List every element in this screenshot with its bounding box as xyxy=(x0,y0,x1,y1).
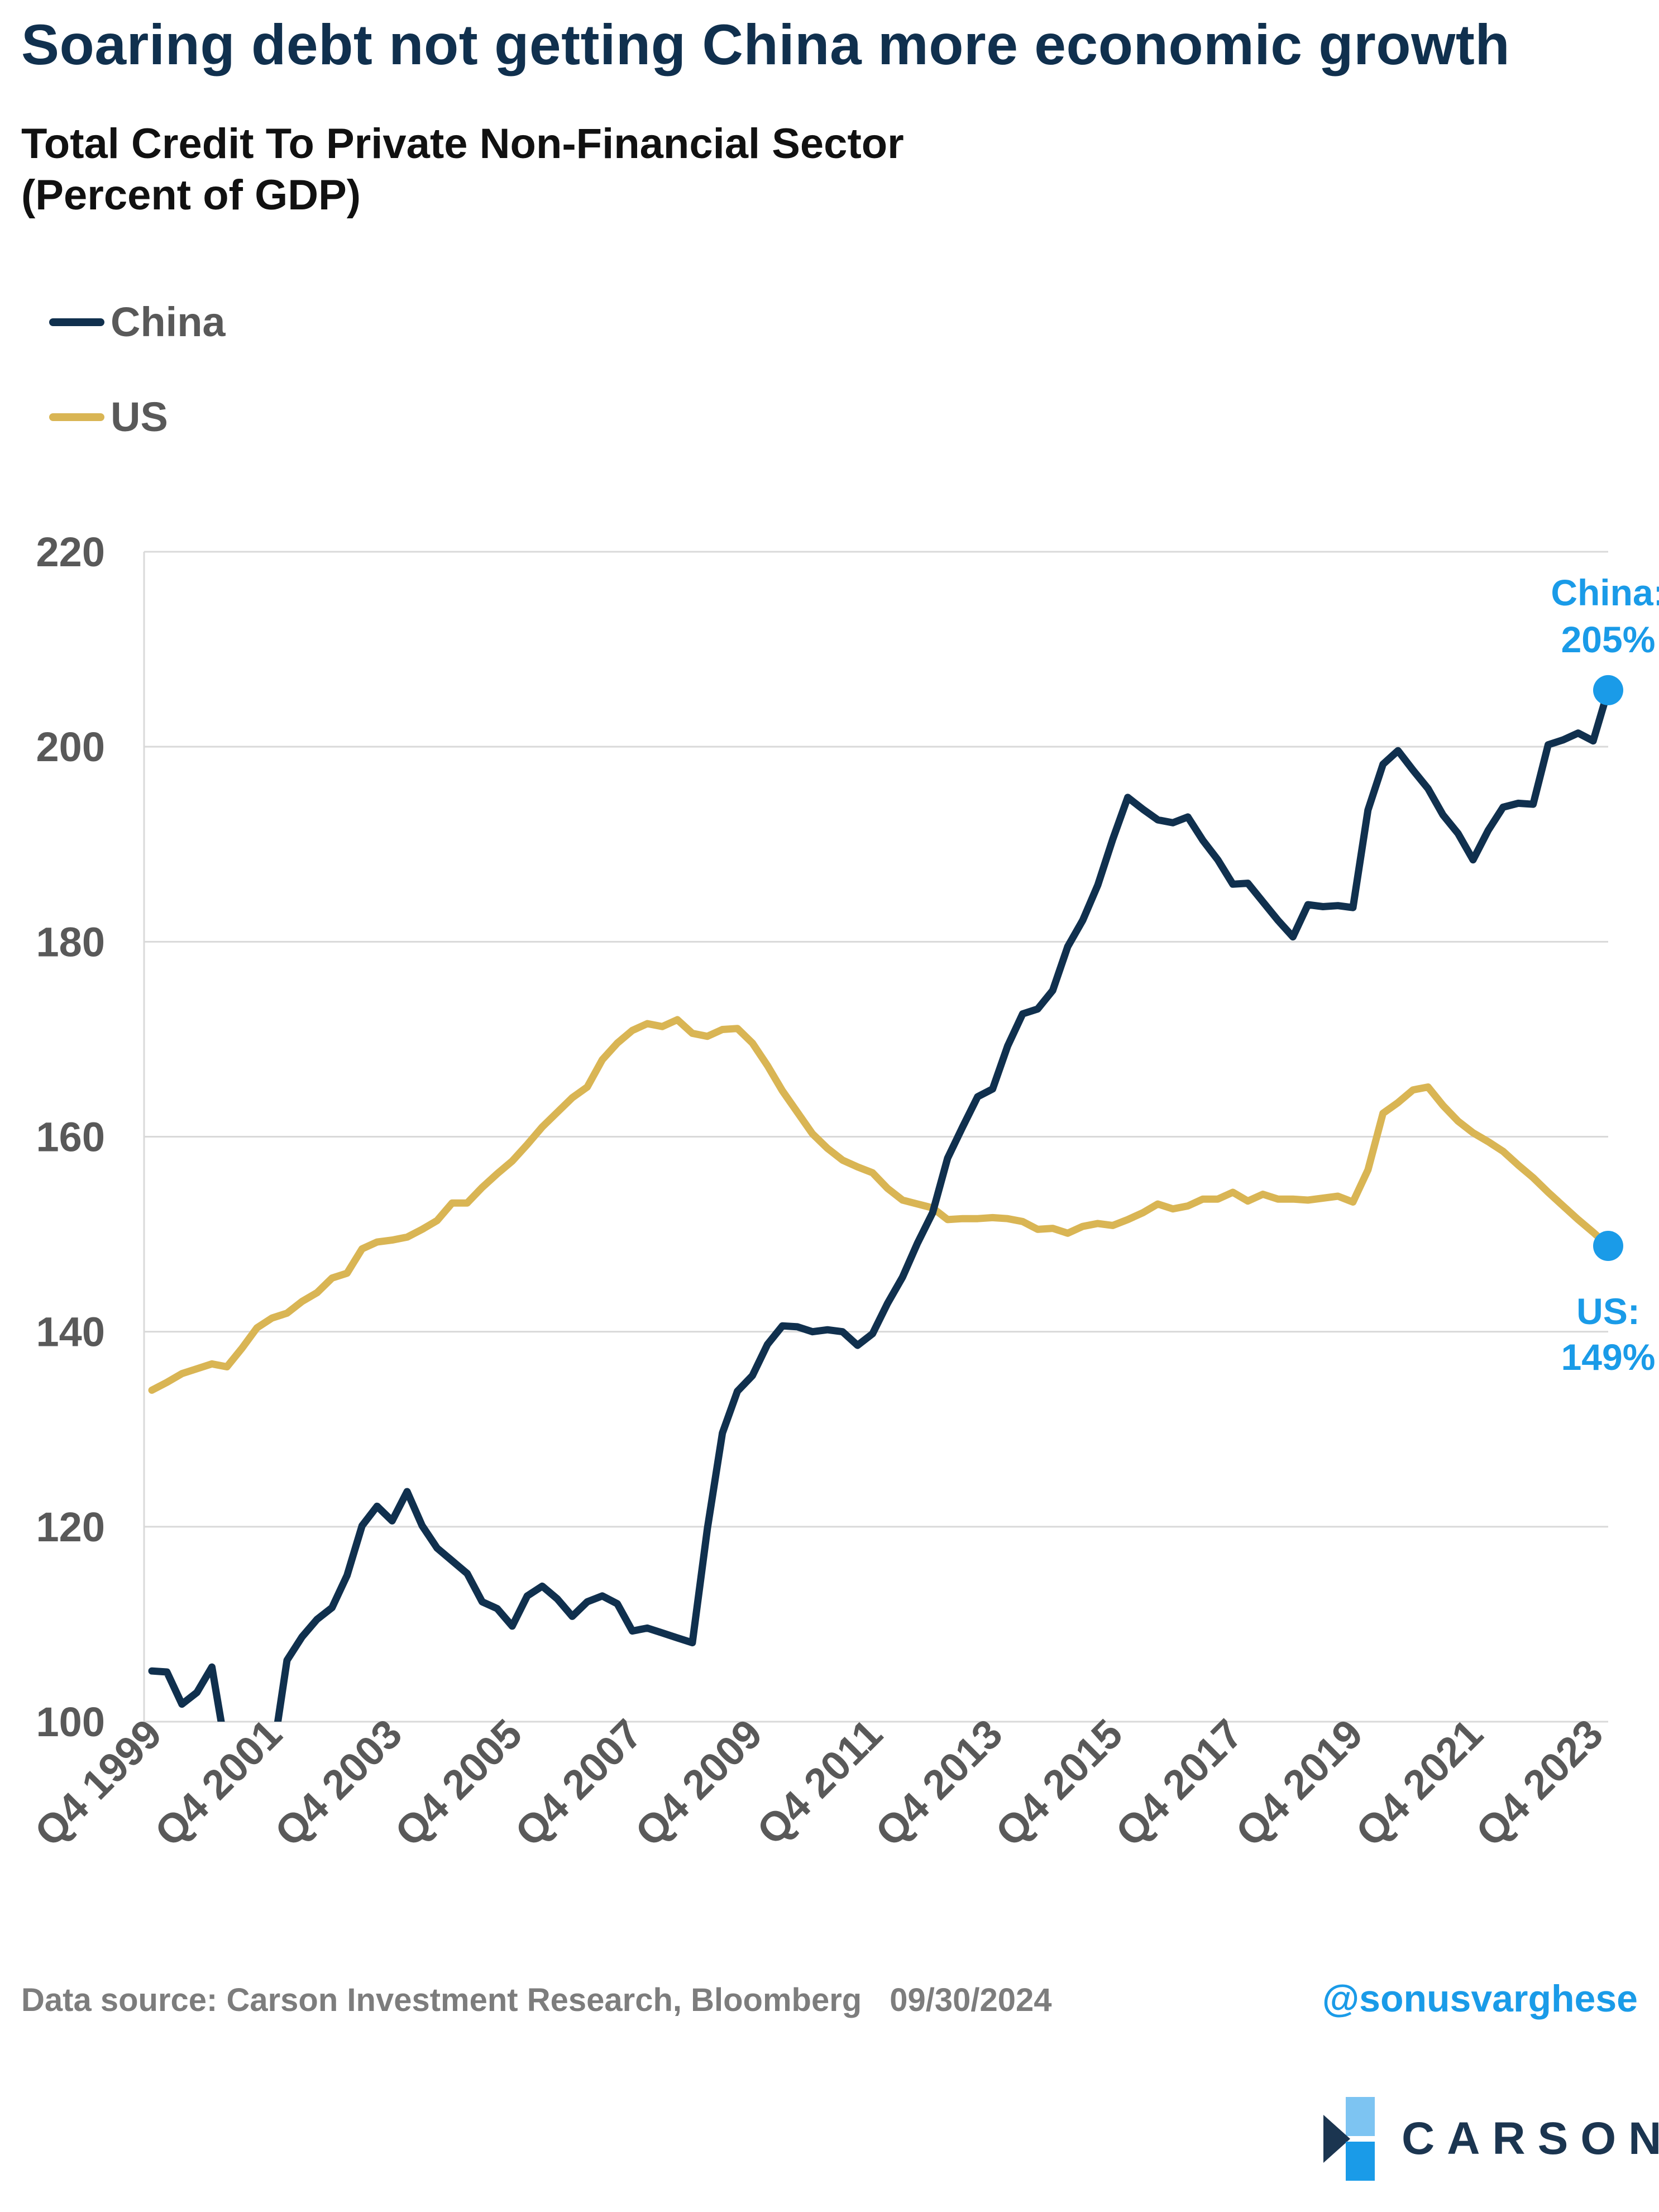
annotation-china-value: 205% xyxy=(1561,619,1656,660)
end-marker-china xyxy=(1593,675,1623,705)
y-tick-label: 160 xyxy=(36,1114,105,1160)
y-tick-label: 220 xyxy=(36,529,105,575)
x-tick-label: Q4 2017 xyxy=(1107,1711,1251,1855)
y-tick-label: 180 xyxy=(36,919,105,965)
x-tick-label: Q4 2021 xyxy=(1347,1711,1491,1855)
annotations: China: 205% US:149% xyxy=(1551,572,1659,1378)
logo-wordmark: CARSON xyxy=(1402,2113,1659,2164)
y-tick-label: 200 xyxy=(36,724,105,770)
x-tick-label: Q4 2001 xyxy=(146,1711,290,1855)
source-text: Data source: Carson Investment Research,… xyxy=(21,1982,862,2018)
carson-chevron-icon xyxy=(1323,2097,1375,2181)
series-line-china xyxy=(148,686,1612,1722)
x-tick-label: Q4 2013 xyxy=(867,1711,1011,1855)
y-tick-label: 100 xyxy=(36,1699,105,1745)
x-tick-label: Q4 2011 xyxy=(748,1711,891,1854)
end-marker-us xyxy=(1593,1231,1623,1262)
x-tick-label: Q4 2015 xyxy=(987,1711,1131,1855)
x-tick-label: Q4 2009 xyxy=(626,1711,771,1855)
x-tick-label: Q4 2007 xyxy=(506,1711,651,1855)
chart-headline: Soaring debt not getting China more econ… xyxy=(21,13,1510,77)
x-tick-label: Q4 2019 xyxy=(1227,1711,1371,1855)
x-tick-label: Q4 2003 xyxy=(266,1711,410,1855)
y-tick-label: 120 xyxy=(36,1504,105,1550)
annotation-us-value: 149% xyxy=(1561,1336,1656,1378)
series-markers xyxy=(1593,675,1623,1262)
series-line-us xyxy=(148,1016,1612,1394)
carson-logo: CARSON xyxy=(1323,2097,1659,2181)
x-tick-label: Q4 2005 xyxy=(386,1711,530,1855)
legend-label-china: China xyxy=(111,299,226,345)
legend-label-us: US xyxy=(111,394,168,440)
annotation-china-label: China: xyxy=(1551,572,1659,613)
legend: China US xyxy=(49,299,226,440)
y-tick-label: 140 xyxy=(36,1309,105,1355)
annotation-us-label: US: xyxy=(1576,1291,1640,1332)
line-chart: China US 100 120 140 160 180 200 220 Q4 1999Q4… xyxy=(26,299,1659,1855)
data-source-note: Data source: Carson Investment Research,… xyxy=(21,1981,1052,2019)
series-lines xyxy=(148,686,1612,1722)
chart-subtitle: Total Credit To Private Non-Financial Se… xyxy=(21,118,904,221)
subtitle-line-2: (Percent of GDP) xyxy=(21,171,361,219)
gridlines xyxy=(144,551,1608,1723)
y-axis-ticks: 100 120 140 160 180 200 220 xyxy=(36,529,105,1745)
subtitle-line-1: Total Credit To Private Non-Financial Se… xyxy=(21,120,904,168)
author-handle: @sonusvarghese xyxy=(1322,1977,1638,2020)
x-tick-label: Q4 2023 xyxy=(1467,1711,1612,1855)
source-date: 09/30/2024 xyxy=(890,1982,1052,2018)
